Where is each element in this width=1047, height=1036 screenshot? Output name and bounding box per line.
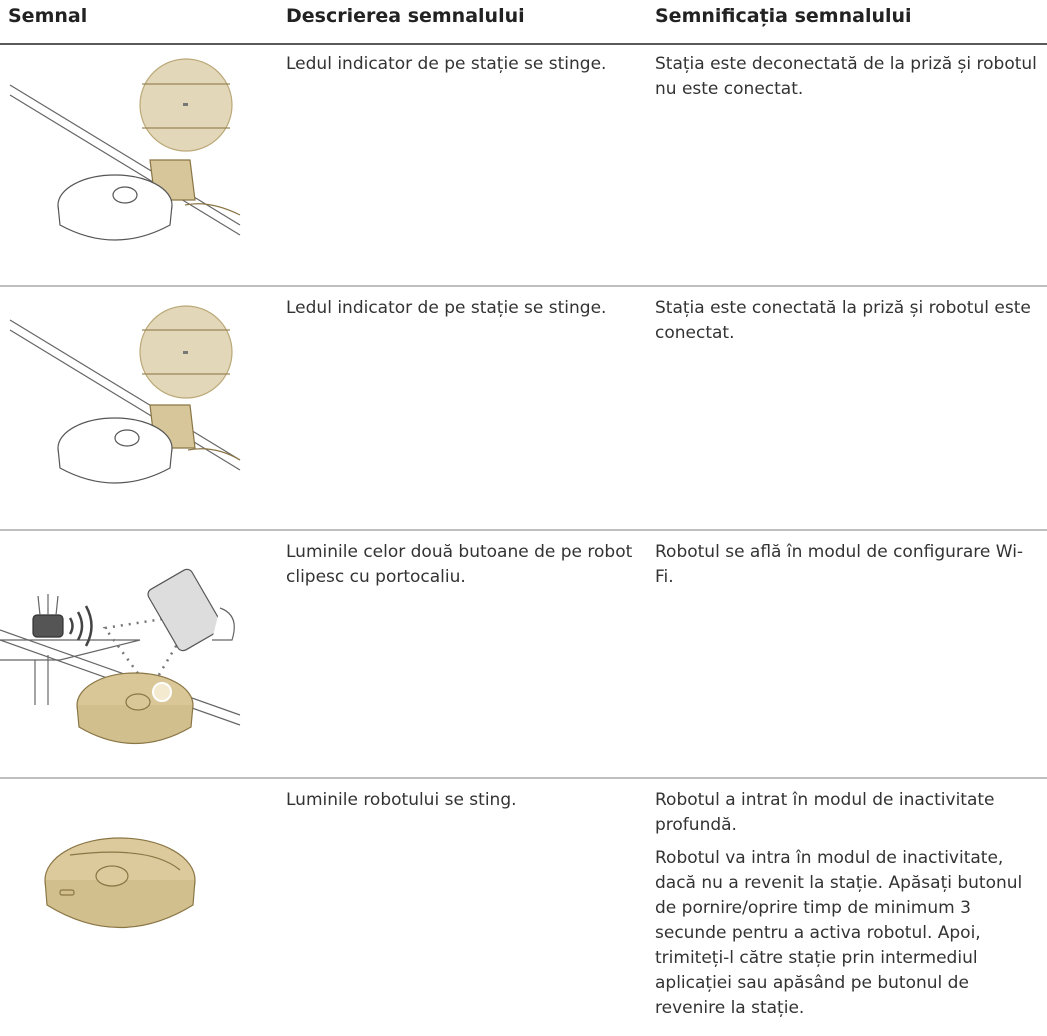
wifi-illustration (0, 568, 241, 745)
description-text: Luminile celor două butoane de pe robot … (286, 542, 633, 587)
column-header: Descrierea semnalului (286, 5, 525, 27)
meaning-cell: Stația este conectată la priză și robotu… (655, 296, 1040, 354)
station-illustration (9, 305, 241, 484)
description-cell: Luminile robotului se sting. (286, 788, 646, 821)
description-text: Luminile robotului se sting. (286, 790, 517, 810)
meaning-cell: Robotul se află în modul de configurare … (655, 540, 1040, 598)
meaning-cell: Robotul a intrat în modul de inactivitat… (655, 788, 1040, 1029)
meaning-text: Stația este deconectată de la priză și r… (655, 54, 1037, 99)
meaning-text: Stația este conectată la priză și robotu… (655, 298, 1031, 343)
description-cell: Luminile celor două butoane de pe robot … (286, 540, 646, 598)
column-header: Semnal (8, 5, 88, 27)
description-text: Ledul indicator de pe stație se stinge. (286, 298, 607, 318)
description-text: Ledul indicator de pe stație se stinge. (286, 54, 607, 74)
robot-illustration (44, 837, 196, 928)
meaning-cell: Stația este deconectată de la priză și r… (655, 52, 1040, 110)
station-illustration (9, 58, 241, 241)
meaning-text: Robotul se află în modul de configurare … (655, 542, 1024, 587)
meaning-text: Robotul a intrat în modul de inactivitat… (655, 790, 995, 835)
column-header: Semnificația semnalului (655, 5, 912, 27)
description-cell: Ledul indicator de pe stație se stinge. (286, 296, 646, 329)
meaning-text: Robotul va intra în modul de inactivitat… (655, 848, 1023, 1018)
description-cell: Ledul indicator de pe stație se stinge. (286, 52, 646, 85)
